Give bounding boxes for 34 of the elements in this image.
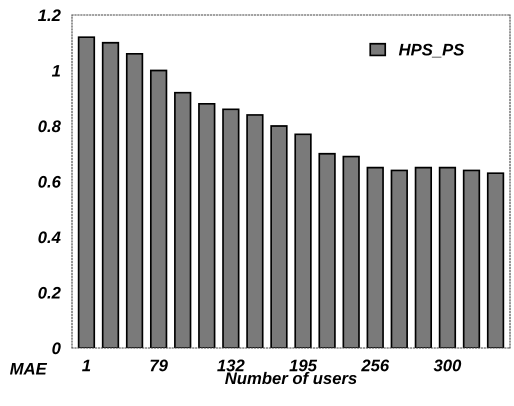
bar [174, 92, 192, 348]
bar [150, 70, 168, 348]
y-axis-title: MAE [10, 363, 48, 375]
y-tick-label: 1 [52, 65, 60, 77]
bar [102, 42, 120, 348]
y-tick-label: 0.8 [38, 120, 61, 132]
y-tick-label: 0.4 [38, 231, 61, 244]
x-tick-label: 300 [434, 360, 462, 372]
x-axis-title: Number of users [225, 372, 357, 384]
x-tick-label: 1 [82, 360, 90, 372]
bar [126, 53, 144, 348]
bar [438, 166, 456, 348]
bar [78, 36, 96, 348]
y-tick-label: 0.6 [38, 176, 61, 188]
bar [414, 166, 432, 348]
x-tick-label: 195 [289, 360, 318, 372]
y-tick-label: 0 [52, 342, 61, 354]
y-tick-label: 0.2 [38, 286, 61, 299]
x-tick-label: 256 [361, 360, 390, 372]
bar [462, 170, 480, 348]
bar [366, 166, 384, 348]
bar [246, 114, 264, 348]
bar [270, 125, 288, 348]
bar [486, 172, 504, 348]
x-tick-label: 132 [217, 360, 245, 372]
bar [318, 152, 336, 348]
y-tick-label: 1.2 [38, 9, 61, 22]
bar [390, 170, 408, 348]
bar [222, 108, 240, 348]
bar [342, 156, 360, 348]
bar [198, 102, 216, 348]
legend-label: HPS_PS [398, 44, 464, 58]
bar [294, 133, 312, 348]
x-tick-label: 79 [150, 360, 168, 372]
